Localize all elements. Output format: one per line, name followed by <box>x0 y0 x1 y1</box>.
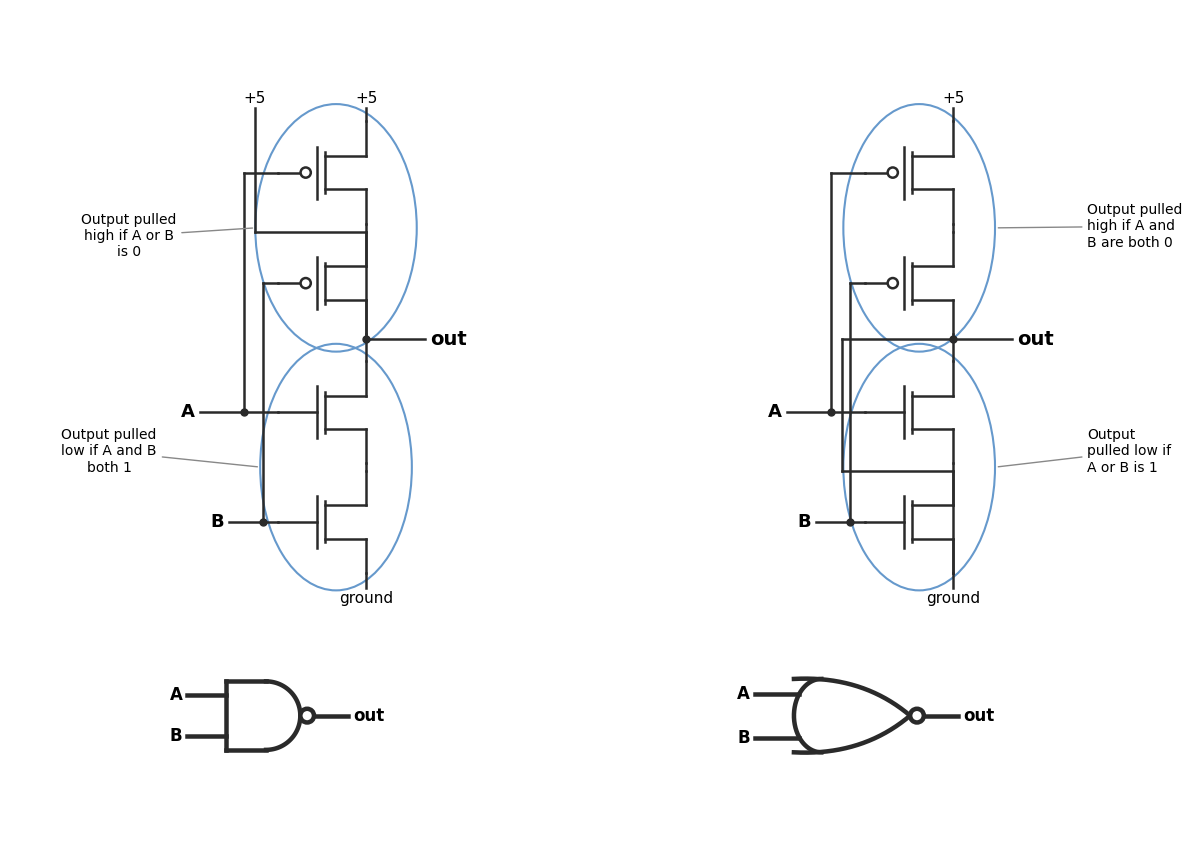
Text: out: out <box>1016 330 1054 348</box>
Text: A: A <box>169 686 182 704</box>
Text: A: A <box>181 403 194 421</box>
Text: Output
pulled low if
A or B is 1: Output pulled low if A or B is 1 <box>998 429 1171 475</box>
Text: B: B <box>210 513 224 531</box>
Circle shape <box>910 709 924 722</box>
Text: out: out <box>962 706 995 724</box>
Circle shape <box>300 278 311 288</box>
Text: B: B <box>169 727 182 746</box>
Text: B: B <box>798 513 811 531</box>
Text: Output pulled
high if A or B
is 0: Output pulled high if A or B is 0 <box>80 213 252 259</box>
Text: ground: ground <box>926 590 980 606</box>
Text: B: B <box>737 728 750 746</box>
Text: A: A <box>737 685 750 703</box>
Circle shape <box>888 168 898 178</box>
Text: +5: +5 <box>942 90 965 106</box>
Circle shape <box>300 168 311 178</box>
Text: out: out <box>353 706 384 724</box>
Text: A: A <box>768 403 781 421</box>
Text: Output pulled
low if A and B
both 1: Output pulled low if A and B both 1 <box>61 429 258 475</box>
Text: out: out <box>430 330 467 348</box>
Text: ground: ground <box>340 590 394 606</box>
Circle shape <box>888 278 898 288</box>
Text: +5: +5 <box>244 90 265 106</box>
Text: Output pulled
high if A and
B are both 0: Output pulled high if A and B are both 0 <box>998 203 1183 250</box>
Circle shape <box>300 709 314 722</box>
Text: +5: +5 <box>355 90 377 106</box>
